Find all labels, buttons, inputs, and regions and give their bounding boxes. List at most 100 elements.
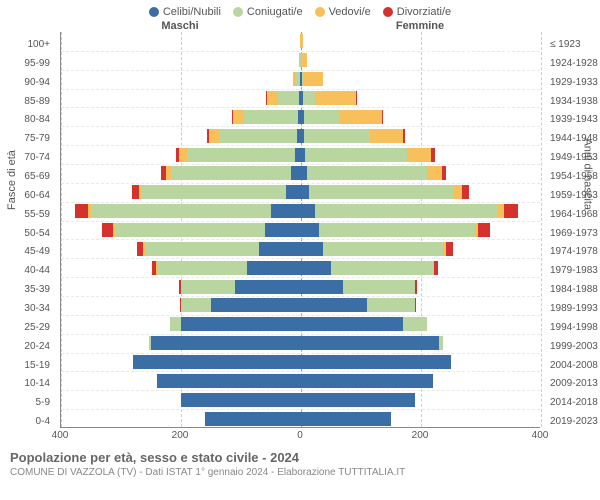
y-tick-birth: 1974-1978 — [545, 247, 600, 257]
bar-segment — [301, 317, 403, 331]
gender-header: Maschi Femmine — [0, 20, 600, 32]
pyramid-row — [61, 202, 540, 221]
bar-female — [301, 185, 470, 199]
bar-male — [266, 91, 300, 105]
bar-segment — [301, 223, 319, 237]
bar-female — [301, 298, 416, 312]
y-tick-birth: 2019-2023 — [545, 417, 600, 427]
y-tick-age: 70-74 — [0, 153, 55, 163]
bar-segment — [291, 166, 301, 180]
pyramid-row — [61, 51, 540, 70]
bar-female — [301, 317, 427, 331]
y-tick-birth: 1979-1983 — [545, 266, 600, 276]
bar-segment — [315, 204, 498, 218]
y-tick-birth: 1944-1948 — [545, 134, 600, 144]
bar-segment — [171, 166, 291, 180]
bar-segment — [356, 91, 357, 105]
bar-segment — [403, 317, 427, 331]
bar-segment — [301, 185, 309, 199]
pyramid-row — [61, 409, 540, 428]
y-tick-age: 30-34 — [0, 304, 55, 314]
y-tick-age: 90-94 — [0, 78, 55, 88]
y-tick-birth: 1994-1998 — [545, 323, 600, 333]
bar-segment — [91, 204, 271, 218]
bar-segment — [305, 148, 407, 162]
bar-segment — [323, 242, 443, 256]
y-tick-age: 15-19 — [0, 361, 55, 371]
pyramid-row — [61, 107, 540, 126]
y-tick-birth: 1929-1933 — [545, 78, 600, 88]
bar-segment — [181, 298, 211, 312]
bar-segment — [170, 317, 181, 331]
bar-male — [137, 242, 300, 256]
bar-female — [301, 393, 415, 407]
y-tick-age: 45-49 — [0, 247, 55, 257]
y-tick-age: 20-24 — [0, 342, 55, 352]
bar-segment — [301, 336, 439, 350]
bar-segment — [315, 91, 356, 105]
y-tick-birth: 2004-2008 — [545, 361, 600, 371]
pyramid-row — [61, 32, 540, 51]
pyramid-row — [61, 390, 540, 409]
bar-segment — [301, 374, 433, 388]
bar-segment — [431, 148, 435, 162]
bar-segment — [453, 185, 462, 199]
bar-segment — [301, 53, 307, 67]
bar-male — [170, 317, 301, 331]
y-tick-age: 100+ — [0, 40, 55, 50]
bar-male — [157, 374, 301, 388]
legend-label: Coniugati/e — [247, 6, 303, 18]
bar-male — [232, 110, 300, 124]
y-tick-birth: 1964-1968 — [545, 210, 600, 220]
bar-segment — [301, 298, 367, 312]
y-tick-birth: 1989-1993 — [545, 304, 600, 314]
bar-male — [102, 223, 301, 237]
pyramid-row — [61, 126, 540, 145]
bar-female — [301, 336, 444, 350]
x-tick-label: 200 — [412, 430, 429, 441]
bar-segment — [278, 91, 300, 105]
bar-segment — [211, 298, 301, 312]
bar-male — [180, 298, 301, 312]
bar-segment — [434, 261, 439, 275]
bar-female — [301, 355, 451, 369]
bar-female — [301, 223, 491, 237]
bar-segment — [382, 110, 384, 124]
pyramid-row — [61, 353, 540, 372]
bar-segment — [267, 91, 278, 105]
y-tick-age: 55-59 — [0, 210, 55, 220]
x-tick-label: 0 — [297, 430, 303, 441]
pyramid-row — [61, 145, 540, 164]
bar-female — [301, 91, 357, 105]
bar-female — [301, 34, 303, 48]
bar-female — [301, 204, 519, 218]
y-tick-age: 40-44 — [0, 266, 55, 276]
bar-male — [207, 129, 301, 143]
bar-segment — [75, 204, 88, 218]
y-tick-birth: 1949-1953 — [545, 153, 600, 163]
bar-segment — [462, 185, 469, 199]
bar-segment — [504, 204, 518, 218]
y-tick-age: 35-39 — [0, 285, 55, 295]
bar-segment — [307, 166, 427, 180]
pyramid-row — [61, 371, 540, 390]
y-tick-birth: 1999-2003 — [545, 342, 600, 352]
bar-segment — [115, 223, 265, 237]
bar-segment — [247, 261, 301, 275]
y-tick-age: 0-4 — [0, 417, 55, 427]
bar-segment — [427, 166, 442, 180]
legend-label: Celibi/Nubili — [163, 6, 221, 18]
pyramid-row — [61, 183, 540, 202]
y-tick-age: 85-89 — [0, 97, 55, 107]
bar-male — [176, 148, 301, 162]
header-female: Femmine — [300, 20, 540, 32]
bar-male — [149, 336, 301, 350]
pyramid-row — [61, 239, 540, 258]
bar-segment — [304, 110, 340, 124]
bar-segment — [151, 336, 301, 350]
bar-segment — [303, 91, 315, 105]
bar-segment — [301, 34, 303, 48]
bar-segment — [407, 148, 431, 162]
bar-segment — [157, 374, 301, 388]
pyramid-row — [61, 221, 540, 240]
